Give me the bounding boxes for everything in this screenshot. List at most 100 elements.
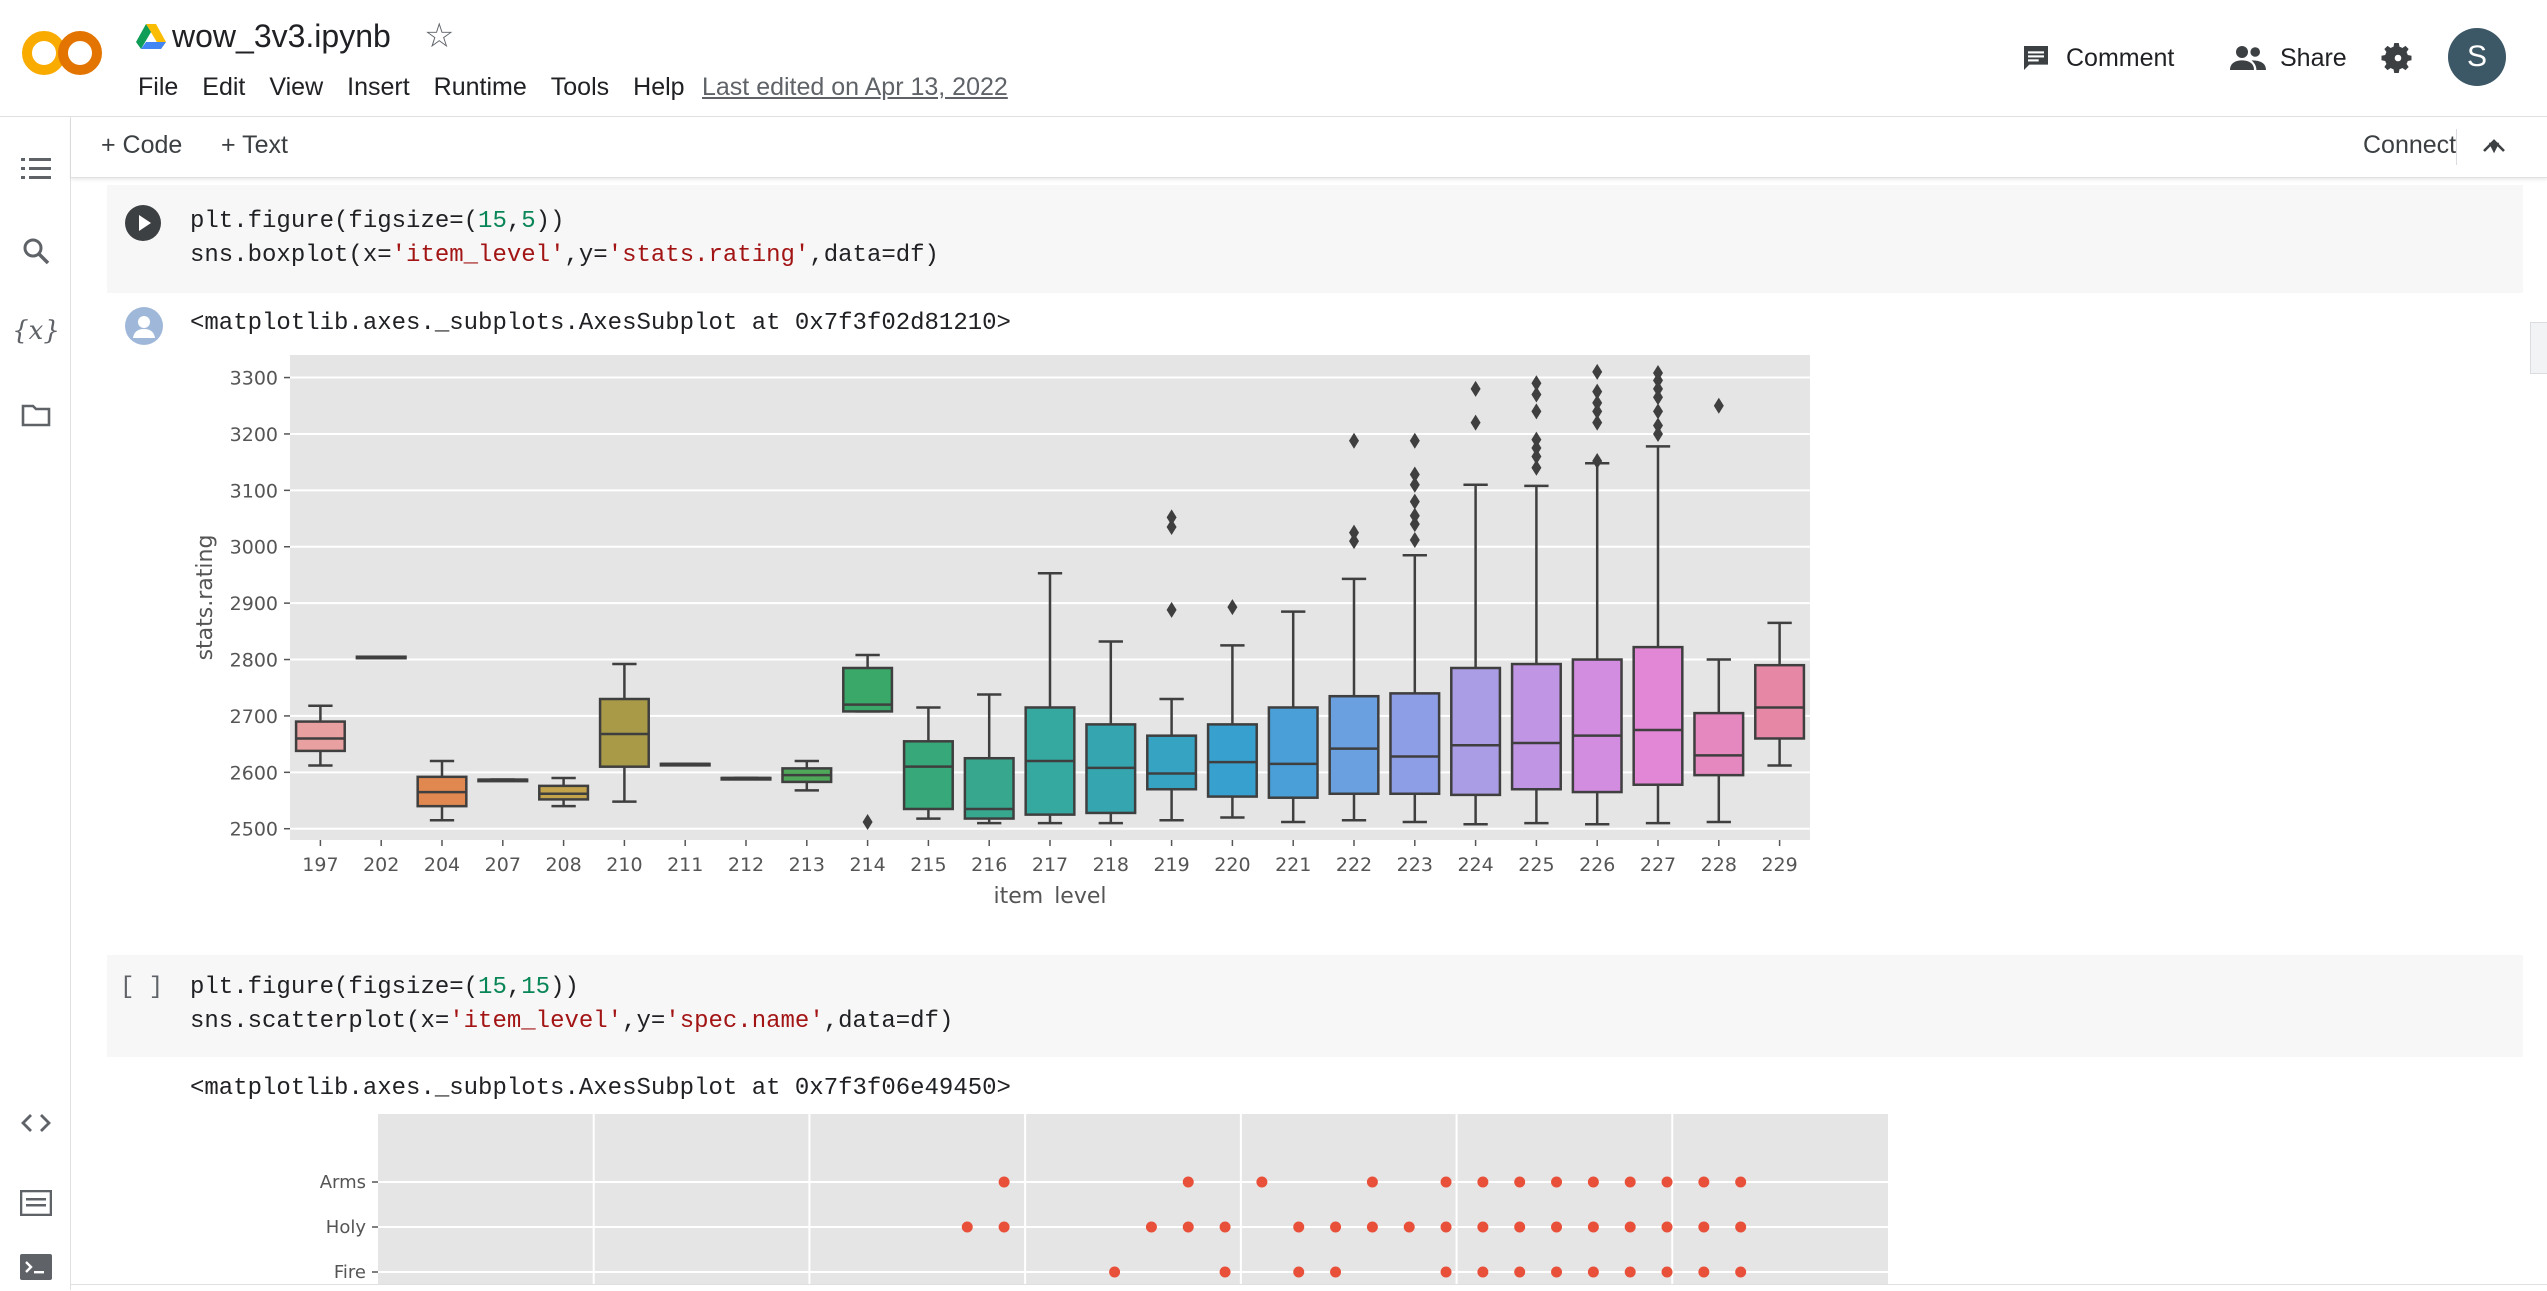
box-body xyxy=(902,740,954,811)
code-cell-1[interactable] xyxy=(107,185,2523,293)
box-218 xyxy=(1085,640,1137,825)
cell-execution-count[interactable]: [ ] xyxy=(120,974,164,1001)
code-snippets-icon[interactable] xyxy=(20,1107,52,1139)
x-tick-label: 211 xyxy=(667,854,703,876)
notebook-toolbar: + Code + Text Connect ▼ xyxy=(71,117,2547,178)
scatter-point xyxy=(1587,1266,1599,1278)
outlier-point xyxy=(1531,448,1542,465)
boxplot-chart: 2500 2600 2700 2800 2900 3000 3100 3200 3300 197… xyxy=(193,355,1810,905)
scatter-point xyxy=(1109,1266,1121,1278)
scatter-point xyxy=(1551,1266,1563,1278)
plot-area xyxy=(378,1114,1888,1284)
outlier-point xyxy=(1531,386,1542,403)
user-avatar[interactable]: S xyxy=(2448,28,2506,86)
outlier-point xyxy=(1592,394,1603,411)
outlier-point xyxy=(1653,365,1663,382)
box-body xyxy=(1450,666,1502,797)
variables-icon[interactable]: {x} xyxy=(12,316,60,346)
outlier-point xyxy=(1653,380,1663,397)
footer-divider xyxy=(71,1284,2547,1291)
box-body xyxy=(1328,694,1380,796)
outlier-point xyxy=(1409,507,1420,524)
menu-insert[interactable]: Insert xyxy=(347,73,410,101)
outlier-point xyxy=(1470,380,1481,397)
command-palette-icon[interactable] xyxy=(20,1187,52,1219)
code-line[interactable]: sns.boxplot(x='item_level',y='stats.rati… xyxy=(190,242,939,269)
google-drive-icon xyxy=(136,24,166,49)
code-line[interactable]: plt.figure(figsize=(15,5)) xyxy=(190,208,565,235)
collapse-chevron-up-icon[interactable] xyxy=(2481,135,2507,157)
search-icon[interactable] xyxy=(20,235,52,267)
share-button[interactable]: Share xyxy=(2230,36,2347,80)
outlier-point xyxy=(1349,524,1359,541)
menu-file[interactable]: File xyxy=(138,73,179,101)
scatter-point xyxy=(1182,1221,1194,1233)
scrollbar-thumb[interactable] xyxy=(2530,322,2547,374)
table-of-contents-icon[interactable] xyxy=(20,153,52,185)
caret-down-icon[interactable]: ▼ xyxy=(2485,137,2503,157)
box-body xyxy=(294,720,346,753)
outlier-point xyxy=(1653,425,1663,442)
comment-button[interactable]: Comment xyxy=(2020,36,2174,80)
x-tick-label: 216 xyxy=(971,854,1007,876)
outlier-point xyxy=(1531,403,1542,420)
menu-runtime[interactable]: Runtime xyxy=(433,73,527,101)
settings-gear-icon[interactable] xyxy=(2380,40,2416,76)
scatter-point xyxy=(1440,1176,1452,1188)
x-tick-label: 220 xyxy=(1214,854,1250,876)
x-tick-label: 219 xyxy=(1153,854,1189,876)
outlier-point xyxy=(1409,516,1420,533)
code-cell-2[interactable] xyxy=(107,955,2523,1057)
outlier-point xyxy=(1531,440,1542,457)
scatter-point xyxy=(1366,1221,1378,1233)
outlier-point xyxy=(1227,599,1238,616)
star-icon[interactable]: ☆ xyxy=(424,17,455,55)
box-body xyxy=(1206,723,1258,798)
code-line[interactable]: sns.scatterplot(x='item_level',y='spec.n… xyxy=(190,1008,954,1035)
output-avatar-icon xyxy=(125,307,163,345)
colab-logo[interactable] xyxy=(22,28,104,78)
files-folder-icon[interactable] xyxy=(20,399,52,431)
x-tick-label: 212 xyxy=(728,854,764,876)
y-tick-label: 2500 xyxy=(230,819,278,841)
add-text-button[interactable]: + Text xyxy=(221,131,288,159)
menu-help[interactable]: Help xyxy=(633,73,685,101)
last-edited-link[interactable]: Last edited on Apr 13, 2022 xyxy=(702,73,1008,101)
menu-view[interactable]: View xyxy=(269,73,324,101)
y-tick-label: 2800 xyxy=(230,650,278,672)
y-tick-label: 2600 xyxy=(230,762,278,784)
box-214 xyxy=(842,653,894,830)
y-tick-label: Fire xyxy=(334,1262,366,1283)
y-tick-label: Arms xyxy=(320,1172,366,1193)
scatter-point xyxy=(1661,1221,1673,1233)
code-line[interactable]: plt.figure(figsize=(15,15)) xyxy=(190,974,579,1001)
outlier-point xyxy=(1592,363,1603,380)
scatter-point xyxy=(1624,1176,1636,1188)
outlier-point xyxy=(1592,403,1603,420)
outlier-point xyxy=(1653,403,1663,420)
scatter-point xyxy=(1366,1176,1378,1188)
x-tick-label: 224 xyxy=(1457,854,1493,876)
connect-button[interactable]: Connect ▼ xyxy=(2363,131,2503,160)
y-tick-label: 2700 xyxy=(230,706,278,728)
terminal-icon[interactable] xyxy=(20,1251,52,1283)
scatter-point xyxy=(1219,1266,1231,1278)
notebook-title[interactable]: wow_3v3.ipynb xyxy=(172,18,391,54)
scatter-point xyxy=(1661,1266,1673,1278)
scatter-point xyxy=(1735,1221,1747,1233)
outlier-point xyxy=(862,813,873,830)
box-224 xyxy=(1450,380,1502,826)
box-215 xyxy=(902,706,954,820)
menu-edit[interactable]: Edit xyxy=(202,73,246,101)
outlier-point xyxy=(1653,417,1663,434)
cell-output-text: <matplotlib.axes._subplots.AxesSubplot a… xyxy=(190,310,1011,337)
run-cell-button[interactable] xyxy=(125,205,161,241)
x-tick-label: 202 xyxy=(363,854,399,876)
add-code-button[interactable]: + Code xyxy=(101,131,183,159)
x-tick-label: 221 xyxy=(1275,854,1311,876)
box-body xyxy=(1632,645,1684,786)
y-tick-label: 3300 xyxy=(230,368,278,390)
scatter-point xyxy=(998,1221,1010,1233)
menu-tools[interactable]: Tools xyxy=(550,73,610,101)
outlier-point xyxy=(1349,432,1359,449)
